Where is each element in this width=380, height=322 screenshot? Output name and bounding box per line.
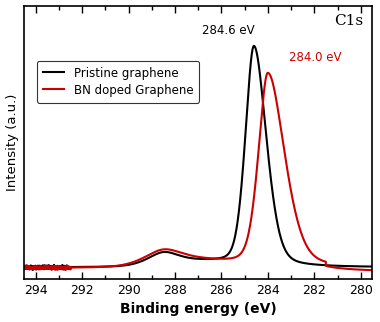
Pristine graphene (374, 265, 379, 269)
Text: C1s: C1s (334, 14, 364, 28)
Text: 284.0 eV: 284.0 eV (289, 51, 341, 64)
Y-axis label: Intensity (a.u.): Intensity (a.u.) (6, 94, 19, 191)
Text: 284.6 eV: 284.6 eV (202, 24, 255, 37)
Pristine graphene (30, 268, 35, 272)
Pristine graphene (333, 264, 338, 268)
BN doped Graphene (374, 269, 379, 272)
Pristine graphene (252, 44, 256, 48)
X-axis label: Binding energy (eV): Binding energy (eV) (120, 302, 277, 317)
Pristine graphene (43, 265, 47, 269)
Line: BN doped Graphene: BN doped Graphene (1, 73, 380, 270)
Pristine graphene (146, 256, 150, 260)
Pristine graphene (65, 266, 70, 270)
BN doped Graphene (0, 266, 3, 270)
Pristine graphene (162, 250, 167, 254)
Pristine graphene (0, 265, 3, 269)
BN doped Graphene (266, 71, 270, 75)
Line: Pristine graphene: Pristine graphene (1, 46, 380, 270)
BN doped Graphene (65, 266, 70, 270)
Legend: Pristine graphene, BN doped Graphene: Pristine graphene, BN doped Graphene (37, 61, 199, 103)
BN doped Graphene (333, 266, 337, 270)
BN doped Graphene (42, 266, 47, 270)
BN doped Graphene (162, 247, 167, 251)
BN doped Graphene (146, 254, 150, 258)
